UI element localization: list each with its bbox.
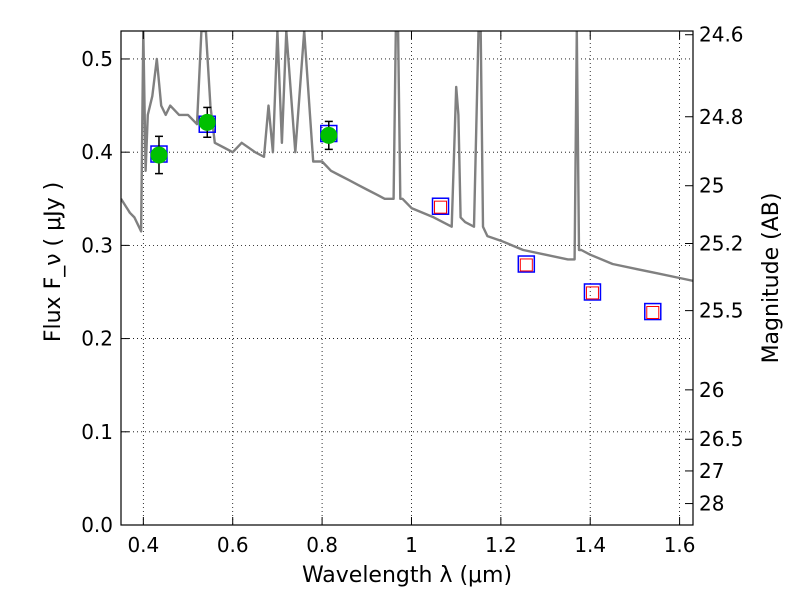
x-tick-label: 1.6	[664, 533, 696, 557]
detection-point	[150, 146, 168, 164]
right-axis-label: Magnitude (AB)	[759, 193, 784, 364]
photometry-markers	[150, 106, 662, 321]
sed-model-layer	[121, 31, 693, 282]
x-axis-label: Wavelength λ (μm)	[302, 563, 512, 588]
y-axis-label: Flux F_ν ( μJy )	[41, 182, 66, 342]
y-tick-label: 0.0	[81, 513, 113, 537]
sed-model-line	[121, 31, 693, 282]
model-box	[517, 255, 536, 273]
right-tick-label: 26.5	[699, 427, 744, 451]
x-tick-label: 1	[405, 533, 418, 557]
y-tick-label: 0.1	[81, 420, 113, 444]
x-tick-label: 1.2	[485, 533, 517, 557]
limit-marker	[646, 305, 660, 319]
x-tick-label: 0.6	[217, 533, 249, 557]
right-tick-label: 27	[699, 459, 724, 483]
right-tick-label: 28	[699, 492, 724, 516]
x-tick-label: 0.8	[306, 533, 338, 557]
limit-marker	[585, 286, 599, 300]
y-tick-label: 0.4	[81, 140, 113, 164]
x-tick-label: 1.4	[574, 533, 606, 557]
right-tick-label: 25.2	[699, 232, 744, 256]
limit-marker	[434, 200, 448, 214]
right-tick-label: 24.6	[699, 23, 744, 47]
plot-frame	[120, 30, 694, 526]
detection-point	[198, 113, 216, 131]
x-tick-label: 0.4	[127, 533, 159, 557]
axis-ticks: 0.4 0.6 0.8 1 1.2 1.4 1.6 0.0 0.1 0.2 0.3 0.4 0.5 24.…	[81, 23, 743, 557]
limit-marker	[519, 258, 533, 272]
y-tick-label: 0.3	[81, 233, 113, 257]
y-tick-label: 0.2	[81, 327, 113, 351]
right-tick-label: 26	[699, 378, 724, 402]
model-box	[583, 283, 602, 301]
right-tick-label: 25.5	[699, 299, 744, 323]
right-tick-label: 25	[699, 174, 724, 198]
y-tick-label: 0.5	[81, 47, 113, 71]
model-box	[431, 197, 450, 215]
grid-lines	[121, 31, 693, 526]
detection-point	[320, 126, 338, 144]
right-tick-label: 24.8	[699, 105, 744, 129]
model-box	[644, 302, 662, 321]
